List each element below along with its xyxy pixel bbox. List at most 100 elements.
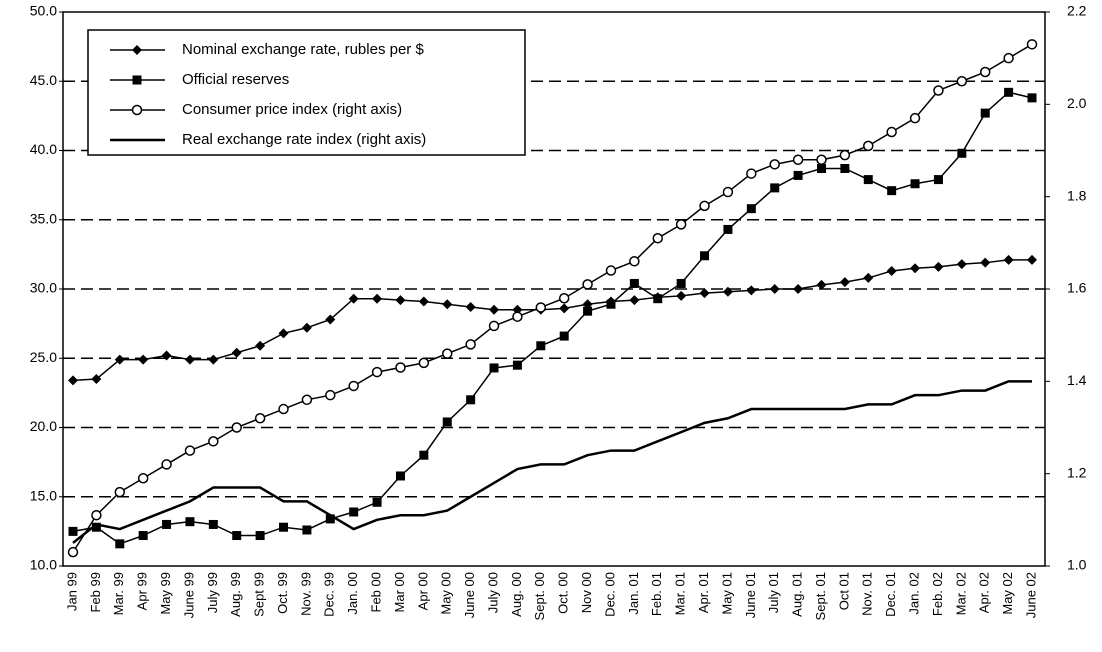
circle-marker (161, 459, 172, 470)
circle-marker (605, 265, 617, 276)
x-tick-label: Dec. 99 (322, 572, 337, 617)
x-tick-label: Apr. 02 (977, 572, 992, 613)
diamond-marker (559, 303, 570, 314)
x-tick-label: Feb. 02 (930, 572, 945, 616)
diamond-marker (138, 354, 149, 365)
x-tick-label: July 00 (485, 572, 500, 613)
diamond-marker (255, 340, 266, 351)
circle-marker (465, 339, 476, 350)
x-tick-label: May 99 (158, 572, 173, 615)
x-tick-label: Nov 00 (579, 572, 594, 613)
square-marker (162, 519, 172, 529)
x-tick-label: Nov. 01 (860, 572, 875, 616)
circle-marker (512, 311, 523, 322)
square-marker (980, 108, 990, 118)
diamond-marker (301, 322, 312, 333)
circle-marker (886, 126, 897, 138)
x-tick-label: June 01 (743, 572, 758, 618)
x-tick-label: Sept 99 (252, 572, 267, 617)
diamond-marker (395, 295, 406, 306)
circle-marker (699, 200, 710, 212)
diamond-marker (372, 293, 383, 304)
circle-marker (371, 366, 383, 378)
diamond-marker (114, 354, 125, 365)
circle-marker (348, 380, 359, 392)
x-tick-label: July 01 (766, 572, 781, 613)
y2-tick-label: 1.4 (1067, 372, 1087, 388)
square-marker (1004, 87, 1014, 97)
x-tick-label: Dec. 00 (602, 572, 617, 617)
square-marker (185, 517, 195, 527)
circle-marker (979, 66, 991, 78)
square-marker (957, 148, 967, 158)
circle-marker (792, 154, 804, 165)
square-marker (653, 294, 663, 304)
square-marker (700, 251, 710, 261)
legend-box (87, 29, 526, 156)
legend-label: Official reserves (182, 71, 289, 88)
circle-marker (254, 413, 266, 424)
diamond-marker (161, 350, 172, 361)
circle-marker (629, 256, 640, 267)
square-marker (138, 531, 148, 541)
x-tick-label: July 99 (205, 572, 220, 613)
circle-marker (231, 422, 242, 433)
circle-marker (325, 389, 336, 401)
y2-tick-label: 1.6 (1067, 280, 1087, 296)
circle-marker (1003, 52, 1014, 64)
circle-marker (956, 76, 968, 87)
diamond-marker (863, 272, 874, 283)
circle-marker (558, 292, 570, 304)
y-tick-label: 10.0 (30, 557, 57, 573)
circle-marker (418, 357, 430, 369)
series-line (72, 259, 1032, 382)
circle-marker (933, 85, 944, 96)
diamond-marker (325, 314, 336, 325)
y-tick-label: 20.0 (30, 418, 57, 434)
series-line (72, 380, 1032, 544)
square-marker (279, 522, 289, 532)
diamond-marker (1027, 254, 1037, 265)
y-tick-label: 25.0 (30, 349, 57, 365)
series-line (72, 91, 1033, 545)
diamond-marker (489, 304, 500, 315)
diamond-marker (208, 354, 219, 365)
x-tick-label: Aug. 00 (509, 572, 524, 617)
diamond-marker (746, 285, 757, 296)
diamond-marker (629, 295, 640, 306)
legend: Nominal exchange rate, rubles per $ Offic… (87, 29, 526, 156)
x-tick-label: Dec. 01 (883, 572, 898, 617)
x-tick-label: Feb. 01 (649, 572, 664, 616)
circle-marker (769, 159, 780, 170)
x-tick-label: Oct. 99 (275, 572, 290, 614)
y2-tick-label: 1.8 (1067, 187, 1087, 203)
square-marker (793, 170, 803, 180)
square-marker (349, 507, 359, 517)
square-marker (676, 278, 686, 288)
x-tick-label: Mar 00 (392, 572, 407, 612)
y2-tick-label: 2.0 (1067, 95, 1087, 111)
diamond-marker (886, 265, 897, 276)
circle-marker (722, 186, 734, 198)
circle-marker (816, 154, 827, 165)
x-tick-label: Mar. 01 (673, 572, 688, 615)
diamond-marker (278, 328, 289, 339)
circle-marker (863, 140, 874, 152)
y2-tick-label: 1.2 (1067, 464, 1087, 480)
diamond-marker (465, 302, 476, 313)
square-marker (395, 471, 405, 481)
y-tick-label: 30.0 (30, 280, 57, 296)
circle-marker (652, 232, 664, 244)
x-tick-label: Aug. 99 (228, 572, 243, 617)
square-marker (489, 363, 499, 373)
circle-marker (137, 473, 149, 484)
diamond-marker (699, 288, 710, 299)
circle-marker (91, 509, 102, 521)
y2-tick-label: 2.2 (1067, 3, 1087, 19)
x-tick-label: Feb 99 (88, 572, 103, 612)
circle-marker (441, 348, 453, 359)
circle-marker (909, 112, 921, 124)
circle-marker (278, 403, 289, 415)
circle-marker (675, 219, 687, 230)
